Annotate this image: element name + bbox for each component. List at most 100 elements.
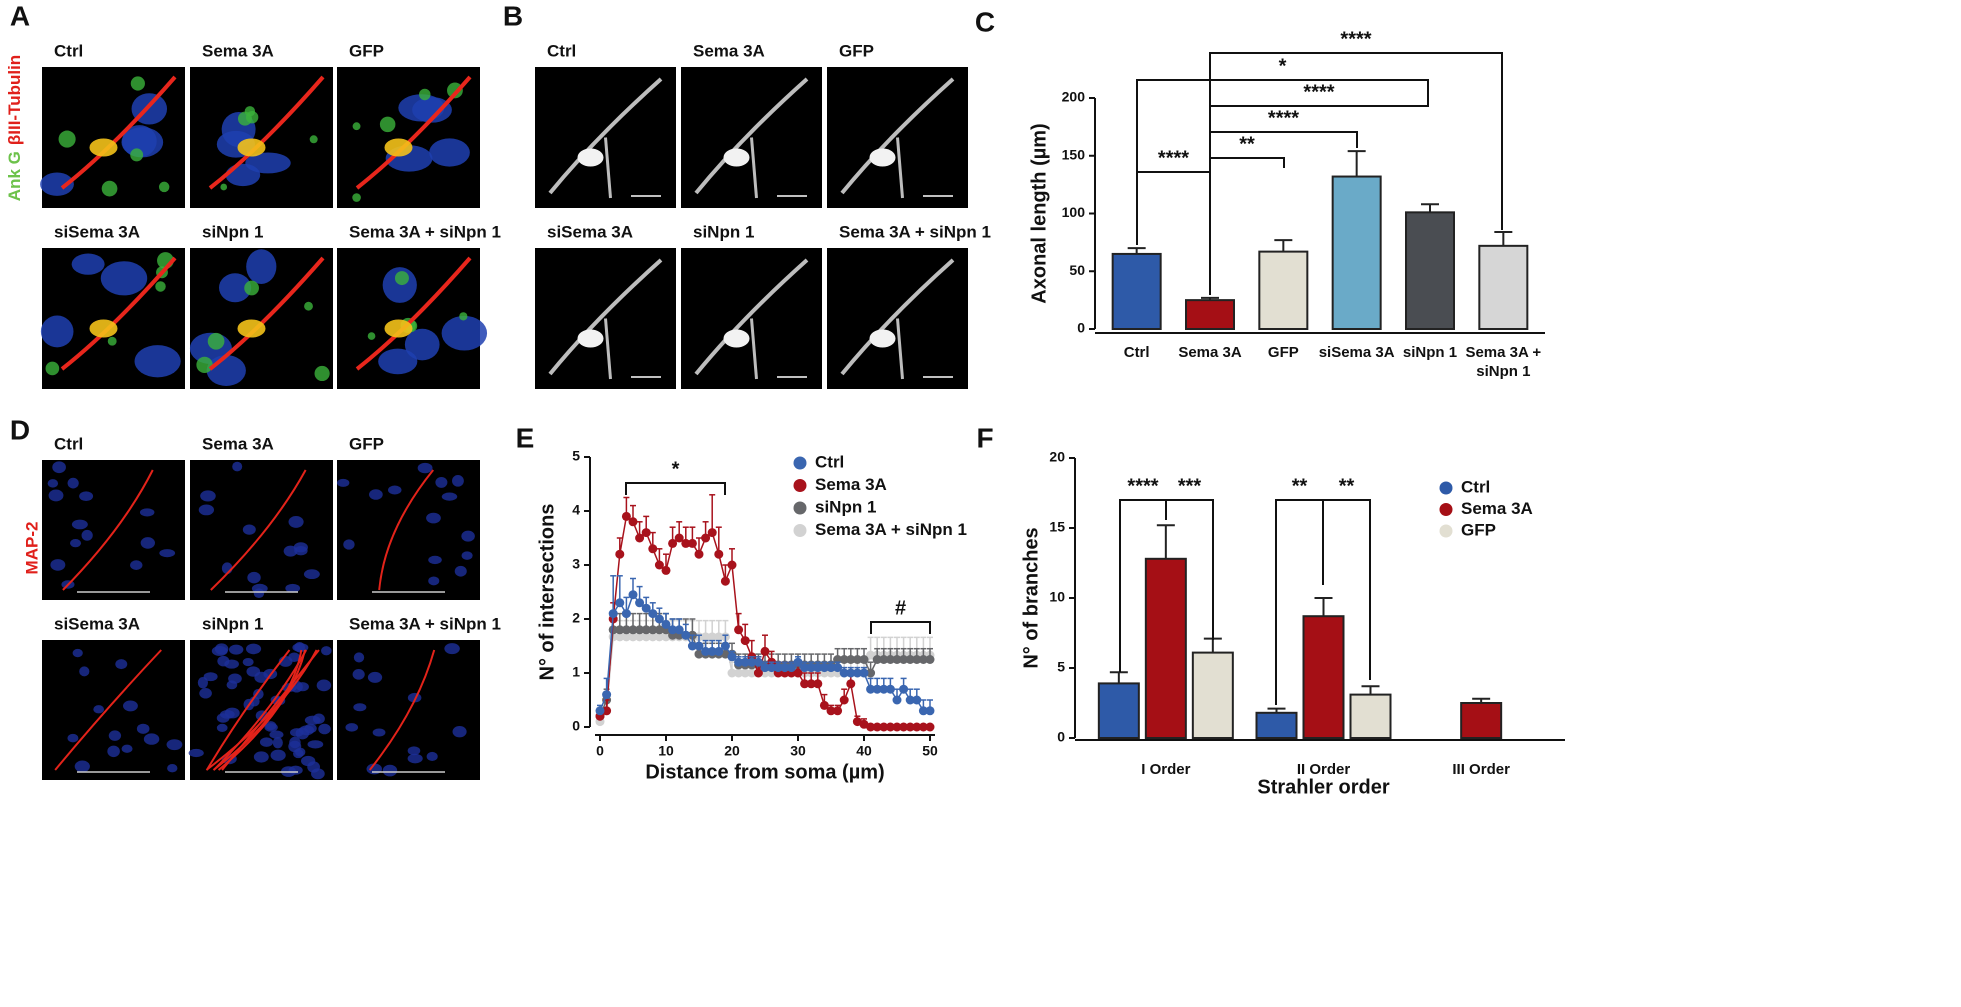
- nucleus: [79, 491, 94, 502]
- data-point: [747, 657, 757, 667]
- ankg-signal: [309, 135, 318, 144]
- nucleus: [293, 748, 304, 759]
- x-tick-label: 20: [724, 743, 740, 759]
- data-point: [819, 663, 829, 673]
- data-point: [635, 625, 645, 635]
- data-point: [866, 650, 876, 660]
- data-point: [813, 679, 823, 689]
- x-tick-label: Sema 3A: [1178, 344, 1242, 361]
- data-point: [641, 603, 651, 613]
- legend-label: Sema 3A: [815, 475, 887, 494]
- nucleus: [285, 583, 301, 593]
- data-point: [635, 632, 645, 642]
- data-point: [905, 695, 915, 705]
- data-point: [707, 646, 717, 656]
- nucleus: [428, 555, 442, 565]
- soma: [237, 319, 266, 338]
- soma: [384, 138, 413, 157]
- data-point: [681, 538, 691, 548]
- nucleus: [269, 730, 284, 739]
- data-point: [885, 655, 895, 664]
- bar: [1255, 711, 1298, 739]
- nucleus: [294, 642, 305, 653]
- nucleus: [441, 492, 458, 501]
- legend-marker: [793, 524, 807, 537]
- x-tick-label: III Order: [1452, 761, 1510, 778]
- micrograph: [42, 460, 185, 600]
- significance-label: #: [895, 597, 906, 619]
- legend-label: Sema 3A + siNpn 1: [815, 520, 967, 539]
- significance-label: ***: [1178, 475, 1202, 497]
- neurite-trace: [604, 318, 612, 380]
- legend-marker: [1439, 481, 1453, 495]
- data-point: [899, 684, 909, 694]
- neurite: [208, 75, 325, 190]
- nucleus: [115, 659, 128, 670]
- condition-label: siNpn 1: [693, 222, 754, 241]
- y-tick-label: 2: [572, 610, 580, 626]
- x-tick-label: siSema 3A: [1318, 344, 1395, 361]
- channel-label: Ank G: [5, 151, 24, 201]
- condition-label: Sema 3A + siNpn 1: [349, 614, 501, 633]
- data-point: [615, 625, 625, 635]
- data-point: [793, 657, 803, 667]
- bar: [1478, 244, 1529, 330]
- neurite: [210, 469, 307, 591]
- image-panels: [40, 67, 968, 780]
- nucleus: [166, 739, 183, 751]
- data-point: [707, 632, 717, 642]
- x-axis-title: Strahler order: [1257, 776, 1389, 798]
- nucleus: [123, 700, 138, 712]
- nucleus: [198, 504, 215, 516]
- condition-label: siSema 3A: [54, 614, 140, 633]
- data-point: [925, 655, 935, 664]
- data-point: [839, 695, 849, 705]
- data-point: [826, 706, 836, 716]
- data-point: [833, 706, 843, 716]
- panel-letter: A: [10, 0, 30, 31]
- data-point: [734, 657, 744, 667]
- bar: [1111, 252, 1162, 330]
- nucleus: [140, 537, 155, 549]
- condition-label: siNpn 1: [202, 614, 263, 633]
- neurite-trace: [694, 258, 809, 376]
- data-point: [641, 625, 651, 635]
- condition-label: Ctrl: [54, 41, 83, 60]
- bar: [1349, 693, 1392, 739]
- nucleus: [130, 560, 143, 570]
- x-tick-label: 10: [658, 743, 674, 759]
- data-point: [674, 625, 684, 635]
- nucleus: [382, 764, 398, 777]
- nucleus: [343, 539, 355, 550]
- y-axis-title: N° of intersections: [536, 504, 558, 681]
- ankg-signal: [352, 122, 361, 131]
- ankg-signal: [101, 180, 118, 197]
- data-point: [839, 668, 849, 678]
- neurite-trace: [840, 258, 955, 376]
- data-point: [892, 722, 902, 732]
- nucleus: [444, 643, 460, 655]
- nucleus: [404, 328, 440, 361]
- ankg-signal: [379, 116, 396, 133]
- legend-label: Ctrl: [1461, 477, 1490, 496]
- y-tick-label: 200: [1062, 89, 1086, 105]
- nucleus: [226, 680, 238, 690]
- x-tick-label: Sema 3A + siNpn 1: [1465, 344, 1542, 380]
- data-point: [912, 655, 922, 664]
- data-point: [767, 663, 777, 673]
- neurite: [60, 256, 177, 371]
- nucleus: [461, 530, 475, 542]
- nucleus: [367, 671, 383, 683]
- y-tick-label: 50: [1069, 262, 1085, 278]
- nucleus: [245, 152, 291, 174]
- data-point: [918, 706, 928, 716]
- data-point: [859, 668, 869, 678]
- data-point: [635, 533, 645, 543]
- significance-bracket: [625, 482, 726, 495]
- y-tick-label: 4: [572, 502, 580, 518]
- ankg-signal: [107, 336, 117, 346]
- neurite: [54, 649, 162, 771]
- neurite: [355, 256, 472, 371]
- nucleus: [121, 744, 133, 753]
- nucleus: [211, 646, 228, 656]
